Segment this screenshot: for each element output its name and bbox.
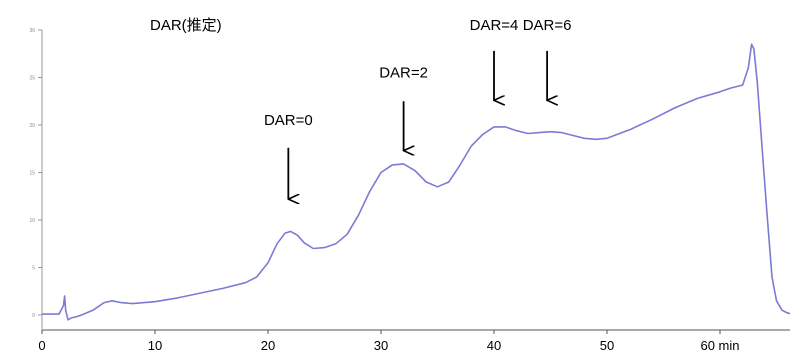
x-tick-label-0: 0 bbox=[38, 338, 45, 353]
y-tick-label-2: 10 bbox=[29, 218, 35, 224]
annotation-label-2: DAR=4 bbox=[470, 17, 519, 34]
series-group bbox=[42, 43, 790, 321]
chart-title: DAR(推定) bbox=[150, 17, 222, 34]
x-tick-label-6: 60 min bbox=[700, 338, 739, 353]
y-tick-label-0: 0 bbox=[32, 313, 35, 319]
x-tick-label-2: 20 bbox=[261, 338, 275, 353]
annotation-label-1: DAR=2 bbox=[379, 65, 428, 82]
x-tick-label-5: 50 bbox=[600, 338, 614, 353]
annotation-label-3: DAR=6 bbox=[523, 17, 572, 34]
y-tick-label-4: 20 bbox=[29, 123, 35, 129]
x-tick-label-4: 40 bbox=[487, 338, 501, 353]
x-tick-label-3: 30 bbox=[374, 338, 388, 353]
y-ticks: 0 5 10 15 20 25 30 bbox=[29, 28, 42, 319]
series-line-0 bbox=[42, 43, 790, 321]
annotation-label-0: DAR=0 bbox=[264, 112, 313, 129]
y-tick-label-3: 15 bbox=[29, 171, 35, 177]
x-ticks: 0 10 20 30 40 50 60 min bbox=[38, 330, 740, 353]
y-tick-label-1: 5 bbox=[32, 266, 35, 272]
y-tick-label-5: 25 bbox=[29, 76, 35, 82]
y-tick-label-6: 30 bbox=[29, 28, 35, 34]
annotations-group: DAR=0 DAR=2 DAR=4 DAR=6 bbox=[264, 17, 572, 199]
x-tick-label-1: 10 bbox=[148, 338, 162, 353]
